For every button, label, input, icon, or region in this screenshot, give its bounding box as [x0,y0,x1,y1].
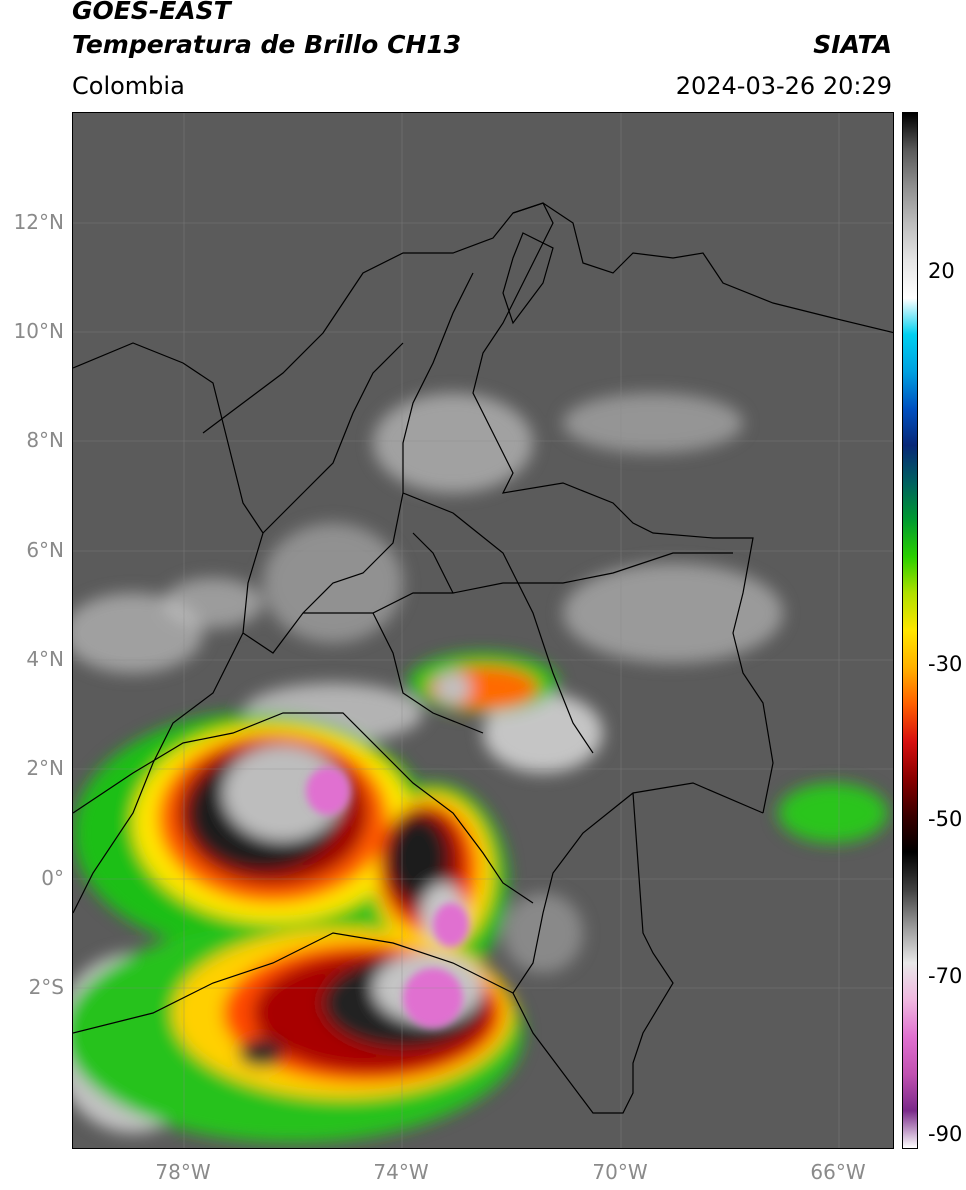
border-peru [73,932,514,1034]
satellite-title: GOES-EAST [72,0,231,25]
lat-label-10n: 10°N [13,319,64,343]
border-venezuela [202,202,774,814]
satellite-map[interactable] [72,112,894,1149]
coast-venezuela [512,202,893,334]
colorbar [902,112,918,1149]
dept-line-1 [242,272,474,654]
dept-line-2 [262,342,404,534]
lon-label-74w: 74°W [373,1160,429,1184]
lat-label-0: 0° [41,866,64,890]
lon-label-70w: 70°W [592,1160,648,1184]
dept-line-3 [303,552,733,614]
overshooting-tops [306,767,469,1028]
product-title: Temperatura de Brillo CH13 [72,30,462,59]
datetime-label: 2024-03-26 20:29 [675,72,892,100]
lat-label-2n: 2°N [26,756,64,780]
dept-line-5 [372,612,484,734]
lon-label-66w: 66°W [810,1160,866,1184]
region-label: Colombia [72,72,185,100]
colorbar-label-20: 20 [928,259,955,283]
lat-label-8n: 8°N [26,428,64,452]
boundaries [73,202,893,1114]
grid [73,113,893,1148]
lon-label-78w: 78°W [155,1160,211,1184]
border-brazil [512,782,764,1114]
lat-label-4n: 4°N [26,647,64,671]
lake-maracaibo [502,232,554,325]
dept-line-4 [402,492,594,754]
lat-label-2s: 2°S [28,975,64,999]
institution-label: SIATA [813,30,892,59]
coastline-pacific [73,342,264,914]
colorbar-label-minus70: -70 [928,964,963,988]
colorbar-label-minus50: -50 [928,807,963,831]
map-svg [73,113,893,1148]
colorbar-label-minus30: -30 [928,652,963,676]
colorbar-label-minus90: -90 [928,1122,963,1146]
dept-line-6 [412,532,454,594]
border-ecuador [73,712,534,904]
lat-label-12n: 12°N [13,210,64,234]
lat-label-6n: 6°N [26,538,64,562]
